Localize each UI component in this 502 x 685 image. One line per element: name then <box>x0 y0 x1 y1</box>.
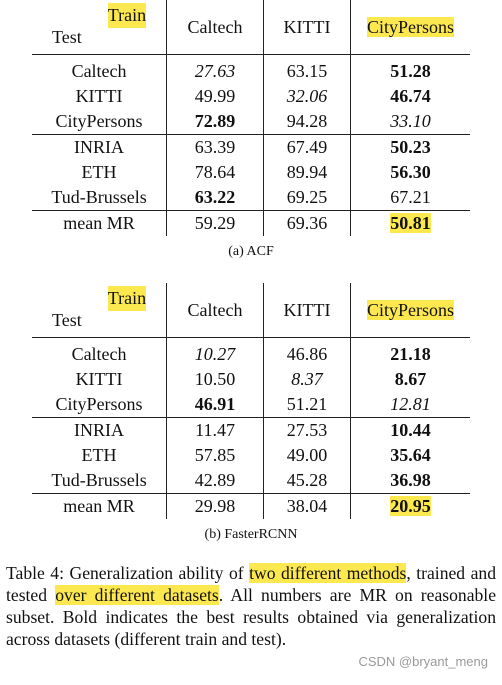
table-cell-value: 8.67 <box>394 369 427 389</box>
table-cell-value: 49.99 <box>194 86 236 106</box>
highlighted-phrase: two different methods <box>249 563 407 583</box>
table-cell-value: 45.28 <box>286 470 328 490</box>
table-cell-value: 27.53 <box>286 420 328 440</box>
table-row: CityPersons 46.91 51.21 12.81 <box>32 392 470 418</box>
train-label: Train <box>107 3 147 28</box>
table-row: Tud-Brussels 42.89 45.28 36.98 <box>32 468 470 494</box>
table-cell-value: 35.64 <box>390 445 431 465</box>
row-label: Tud-Brussels <box>51 470 147 490</box>
table-row: ETH 78.64 89.94 56.30 <box>32 160 470 185</box>
table-header-row: Train Test Caltech KITTI CityPersons <box>32 283 470 338</box>
table-cell-value: 46.91 <box>194 394 236 414</box>
table-cell-value: 72.89 <box>194 111 236 131</box>
row-label: Tud-Brussels <box>51 187 147 207</box>
watermark: CSDN @bryant_meng <box>358 654 488 669</box>
table-header-row: Train Test Caltech KITTI CityPersons <box>32 0 470 55</box>
column-header: Caltech <box>166 0 264 55</box>
table-cell-value: 59.29 <box>194 213 236 233</box>
row-label: KITTI <box>75 86 123 106</box>
table-cell-value: 12.81 <box>390 394 431 414</box>
table-body: Caltech 10.27 46.86 21.18 KITTI 10.50 8.37 8.67… <box>32 342 470 519</box>
table-cell-value: 21.18 <box>390 344 431 364</box>
column-header: CityPersons <box>367 299 455 320</box>
table-row: INRIA 63.39 67.49 50.23 <box>32 134 470 160</box>
table-cell-value: 94.28 <box>286 111 328 131</box>
table-cell-value: 36.98 <box>390 470 431 490</box>
table-cell-value: 50.81 <box>390 213 431 233</box>
table-row: ETH 57.85 49.00 35.64 <box>32 443 470 468</box>
table-cell-value: 46.86 <box>286 344 328 364</box>
row-label: INRIA <box>32 134 167 160</box>
test-label: Test <box>52 310 82 330</box>
test-label: Test <box>52 27 82 47</box>
row-label: Caltech <box>71 61 127 81</box>
table-cell-value: 49.00 <box>286 445 328 465</box>
table-row: Tud-Brussels 63.22 69.25 67.21 <box>32 185 470 211</box>
table-row: Caltech 27.63 63.15 51.28 <box>32 59 470 84</box>
table-cell-value: 32.06 <box>286 86 328 106</box>
highlighted-phrase: over different datasets <box>55 585 219 605</box>
table-row: CityPersons 72.89 94.28 33.10 <box>32 109 470 135</box>
table-cell-value: 46.74 <box>390 86 431 106</box>
table-cell-value: 89.94 <box>286 162 328 182</box>
table-row: KITTI 49.99 32.06 46.74 <box>32 84 470 109</box>
table-cell-value: 11.47 <box>195 420 235 440</box>
row-label: CityPersons <box>55 111 143 131</box>
table-row: Caltech 10.27 46.86 21.18 <box>32 342 470 367</box>
table-cell-value: 56.30 <box>390 162 431 182</box>
table-cell-value: 38.04 <box>286 496 328 516</box>
table-cell-value: 10.44 <box>390 420 431 440</box>
table-cell-value: 42.89 <box>194 470 236 490</box>
table-row: mean MR 59.29 69.36 50.81 <box>32 210 470 236</box>
results-table: Train Test Caltech KITTI CityPersons Cal… <box>32 0 470 236</box>
column-header: KITTI <box>262 283 351 338</box>
table-cell-value: 57.85 <box>194 445 236 465</box>
table-cell-value: 8.37 <box>291 369 323 389</box>
row-label: CityPersons <box>55 394 143 414</box>
table-cell-value: 69.25 <box>286 187 328 207</box>
row-label: KITTI <box>75 369 123 389</box>
train-label: Train <box>107 286 147 311</box>
table-row: mean MR 29.98 38.04 20.95 <box>32 493 470 519</box>
column-header: KITTI <box>262 0 351 55</box>
table-caption: (a) ACF <box>228 244 274 259</box>
table-cell-value: 78.64 <box>194 162 236 182</box>
results-table: Train Test Caltech KITTI CityPersons Cal… <box>32 283 470 519</box>
table-acf: Train Test Caltech KITTI CityPersons Cal… <box>32 0 470 260</box>
table-description: Table 4: Generalization ability of two d… <box>6 563 497 649</box>
row-label: mean MR <box>32 493 167 519</box>
table-cell-value: 51.21 <box>286 394 328 414</box>
table-cell-value: 20.95 <box>390 496 431 516</box>
table-cell-value: 63.22 <box>194 187 236 207</box>
table-cell-value: 27.63 <box>194 61 236 81</box>
table-cell-value: 10.27 <box>194 344 236 364</box>
table-row: INRIA 11.47 27.53 10.44 <box>32 417 470 443</box>
column-header: Caltech <box>166 283 264 338</box>
table-body: Caltech 27.63 63.15 51.28 KITTI 49.99 32.06 46.… <box>32 59 470 236</box>
table-cell-value: 51.28 <box>390 61 431 81</box>
row-label: Caltech <box>71 344 127 364</box>
row-label: mean MR <box>32 210 167 236</box>
table-cell-value: 50.23 <box>390 137 431 157</box>
table-cell-value: 69.36 <box>286 213 328 233</box>
table-cell-value: 67.49 <box>286 137 328 157</box>
table-cell-value: 33.10 <box>390 111 431 131</box>
column-header: CityPersons <box>367 16 455 37</box>
table-cell-value: 63.39 <box>194 137 236 157</box>
row-label: ETH <box>81 162 117 182</box>
table-cell-value: 63.15 <box>286 61 328 81</box>
row-label: ETH <box>81 445 117 465</box>
table-cell-value: 10.50 <box>194 369 236 389</box>
table-cell-value: 29.98 <box>194 496 236 516</box>
row-label: INRIA <box>32 417 167 443</box>
table-fasterrcnn: Train Test Caltech KITTI CityPersons Cal… <box>32 283 470 543</box>
table-cell-value: 67.21 <box>390 187 431 207</box>
table-caption: (b) FasterRCNN <box>204 527 298 542</box>
table-row: KITTI 10.50 8.37 8.67 <box>32 367 470 392</box>
